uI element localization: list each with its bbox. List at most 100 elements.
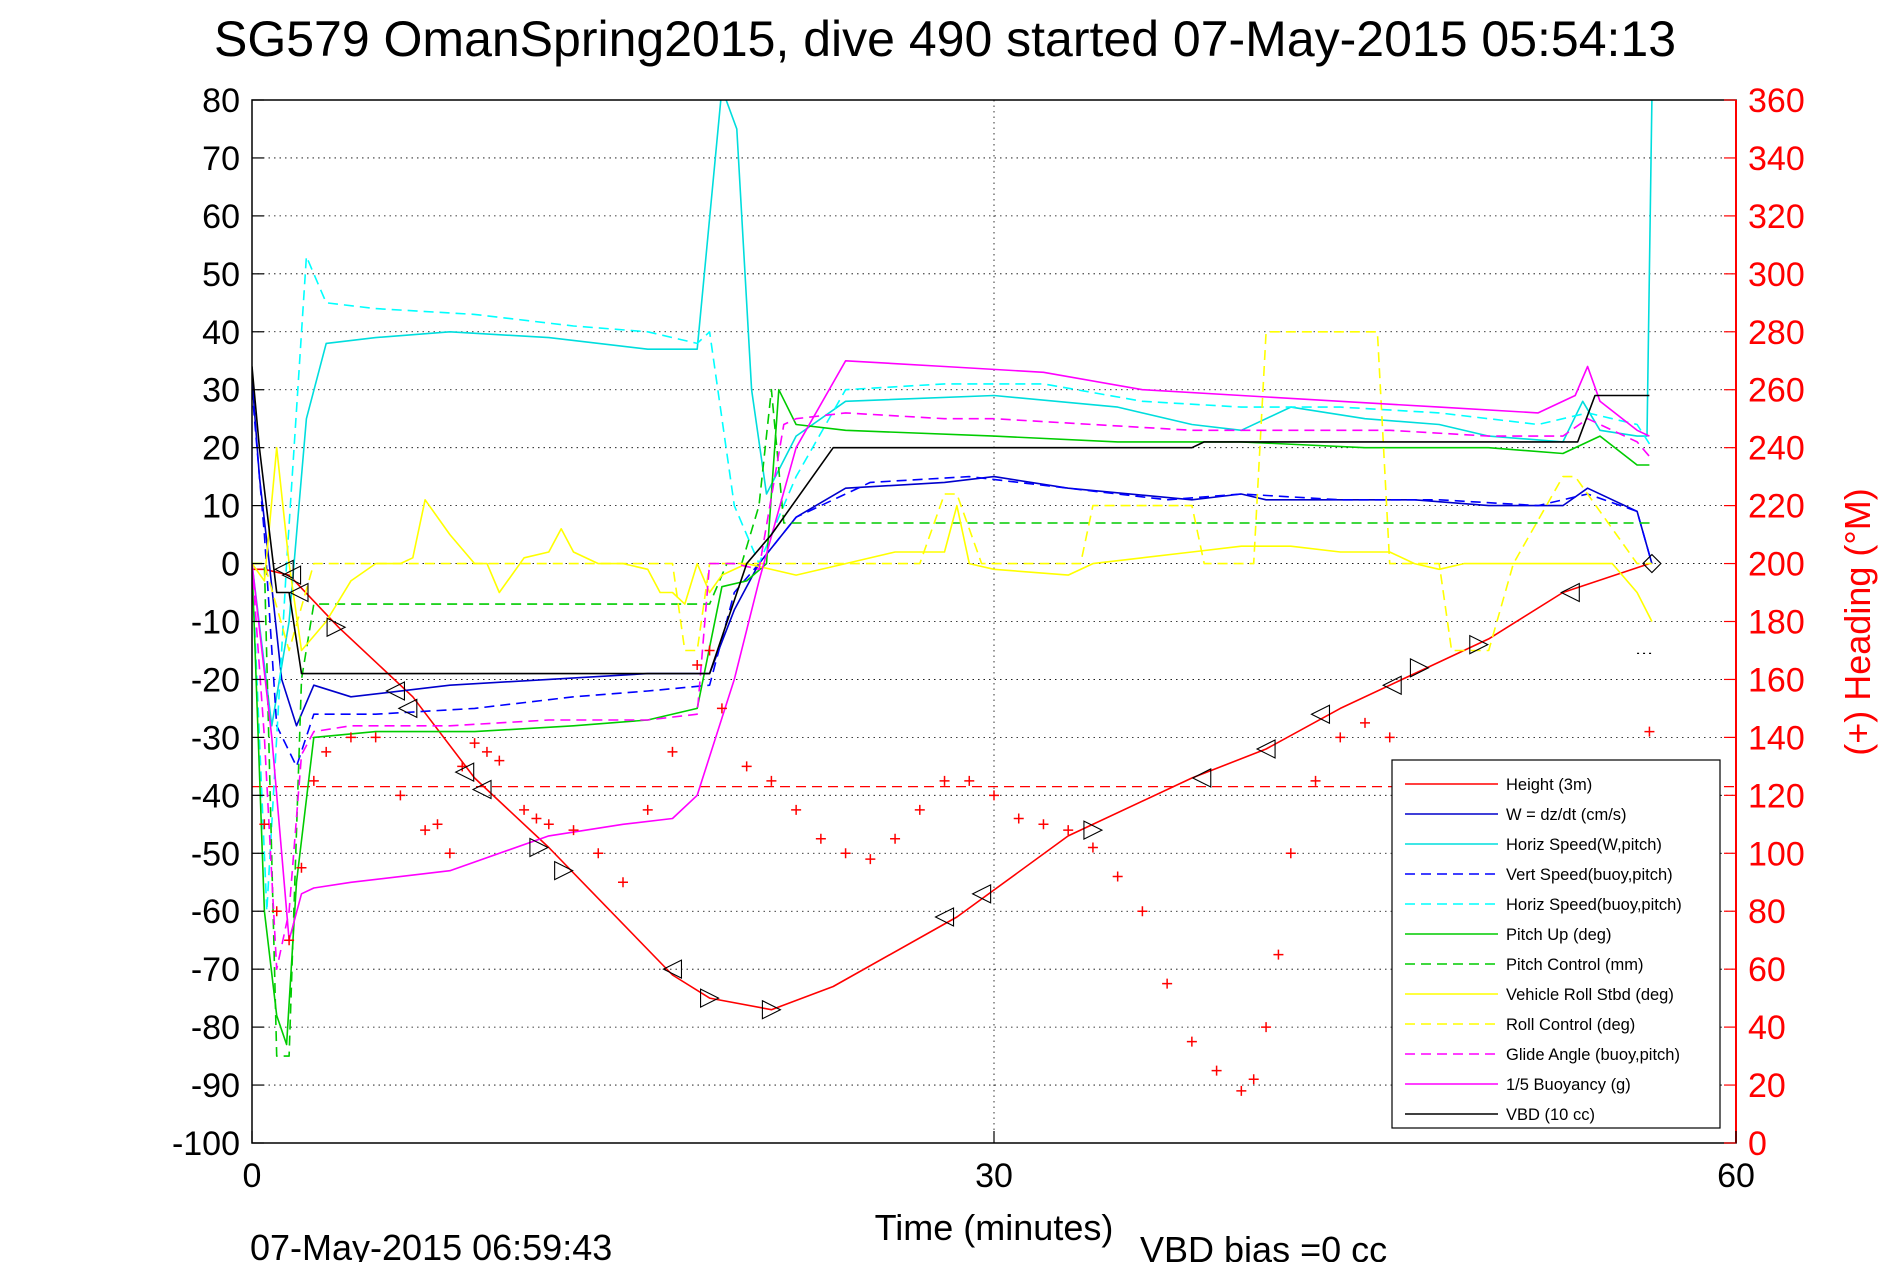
y2-tick-label: 260 [1748, 372, 1805, 410]
heading-marker [716, 703, 727, 714]
heading-marker [284, 935, 295, 946]
legend-label: Roll Control (deg) [1506, 1016, 1635, 1034]
triangle-marker [934, 907, 955, 927]
heading-marker [1087, 842, 1098, 853]
triangle-marker [385, 681, 406, 701]
heading-marker [481, 746, 492, 757]
heading-marker [308, 775, 319, 786]
heading-marker [692, 659, 703, 670]
heading-marker [271, 906, 282, 917]
heading-marker [642, 804, 653, 815]
series-line [252, 388, 1650, 1046]
y-tick-label: -10 [191, 604, 240, 642]
y-tick-label: 40 [202, 314, 240, 352]
legend-label: Horiz Speed(buoy,pitch) [1506, 896, 1682, 914]
heading-marker [989, 790, 999, 801]
y-tick-label: 50 [202, 256, 240, 294]
y-tick-label: 30 [202, 372, 240, 410]
footer-timestamp: 07-May-2015 06:59:43 [250, 1227, 612, 1262]
y2-tick-label: 240 [1748, 430, 1805, 468]
heading-marker [766, 775, 777, 786]
heading-marker [840, 848, 851, 859]
heading-marker [432, 819, 443, 830]
legend-label: Height (3m) [1506, 776, 1592, 794]
heading-marker [618, 877, 628, 888]
triangle-marker [1191, 768, 1212, 788]
heading-marker [519, 804, 530, 815]
y-tick-label: 70 [202, 140, 240, 178]
heading-marker [1384, 732, 1395, 743]
heading-marker [1112, 871, 1123, 882]
legend-label: Vehicle Roll Stbd (deg) [1506, 986, 1674, 1004]
y2-axis-ticks: 3603403203002802602402202001801601401201… [1724, 82, 1805, 1163]
heading-marker [531, 813, 542, 824]
y2-tick-label: 180 [1748, 604, 1805, 642]
heading-marker [494, 755, 505, 766]
series-line [252, 100, 1653, 727]
triangle-marker [700, 988, 720, 1009]
heading-marker [741, 761, 752, 772]
legend-label: Glide Angle (buoy,pitch) [1506, 1046, 1680, 1064]
y2-tick-label: 120 [1748, 777, 1805, 815]
heading-marker [1261, 1022, 1272, 1033]
heading-marker [1013, 813, 1024, 824]
y2-tick-label: 80 [1748, 893, 1786, 931]
x-tick-label: 60 [1717, 1157, 1755, 1195]
y2-tick-label: 140 [1748, 719, 1805, 757]
triangle-markers [273, 553, 1662, 1020]
y-tick-label: 0 [221, 546, 240, 584]
grid-lines [252, 100, 1736, 1143]
y2-axis-label: (+) Heading (°M) [1837, 488, 1878, 755]
legend: Height (3m) W = dz/dt (cm/s) Horiz Speed(W… [1391, 759, 1721, 1129]
y-tick-label: -100 [172, 1125, 240, 1163]
legend-box [1391, 759, 1721, 1129]
y2-tick-label: 280 [1748, 314, 1805, 352]
y-tick-label: -90 [191, 1067, 240, 1105]
heading-marker [1137, 906, 1148, 917]
triangle-marker [471, 779, 492, 800]
series-line [252, 378, 1653, 727]
heading-marker [395, 790, 406, 801]
series-line [252, 412, 1653, 971]
heading-marker [568, 825, 579, 836]
heading-marker [1186, 1036, 1197, 1047]
triangle-marker [529, 837, 550, 858]
heading-marker [1335, 732, 1346, 743]
heading-marker [890, 833, 901, 844]
heading-marker [791, 804, 802, 815]
series-line [252, 562, 1650, 1011]
y2-tick-label: 160 [1748, 661, 1805, 699]
y-tick-label: -70 [191, 951, 240, 989]
triangle-marker [662, 959, 683, 980]
heading-marker [1310, 775, 1321, 786]
y-tick-label: 80 [202, 82, 240, 120]
triangle-marker [1255, 739, 1276, 759]
heading-marker [1162, 978, 1173, 989]
triangle-marker [1560, 582, 1580, 603]
y2-tick-label: 60 [1748, 951, 1786, 989]
heading-marker [296, 862, 307, 873]
y-tick-label: -80 [191, 1009, 240, 1047]
heading-marker [259, 819, 270, 830]
heading-marker [1360, 717, 1370, 728]
series-line [252, 389, 1653, 768]
y2-tick-label: 0 [1748, 1125, 1767, 1163]
triangle-marker [1083, 820, 1104, 840]
x-tick-label: 30 [975, 1157, 1013, 1195]
y-tick-label: -40 [191, 777, 240, 815]
y2-tick-label: 200 [1748, 546, 1805, 584]
y-tick-label: -60 [191, 893, 240, 931]
heading-marker [469, 738, 480, 749]
chart-title: SG579 OmanSpring2015, dive 490 started 0… [214, 11, 1676, 67]
heading-marker [667, 746, 678, 757]
heading-marker [1063, 825, 1074, 836]
y-tick-label: 60 [202, 198, 240, 236]
y2-tick-label: 220 [1748, 488, 1805, 526]
y2-tick-label: 40 [1748, 1009, 1786, 1047]
heading-marker [1273, 949, 1284, 960]
heading-marker [444, 848, 455, 859]
triangle-marker [454, 762, 475, 783]
triangle-marker [1469, 634, 1489, 655]
triangle-marker [326, 617, 347, 638]
